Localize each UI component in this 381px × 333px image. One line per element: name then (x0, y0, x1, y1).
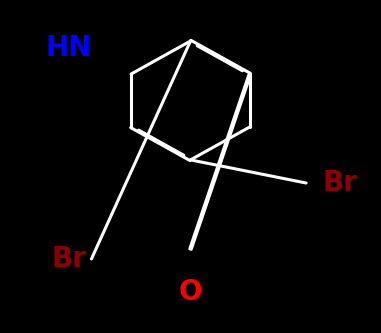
Text: Br: Br (52, 245, 87, 273)
Text: HN: HN (45, 34, 91, 62)
Text: Br: Br (323, 169, 357, 197)
Text: O: O (179, 278, 202, 306)
